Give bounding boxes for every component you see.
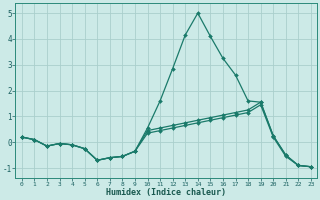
X-axis label: Humidex (Indice chaleur): Humidex (Indice chaleur) (106, 188, 226, 197)
